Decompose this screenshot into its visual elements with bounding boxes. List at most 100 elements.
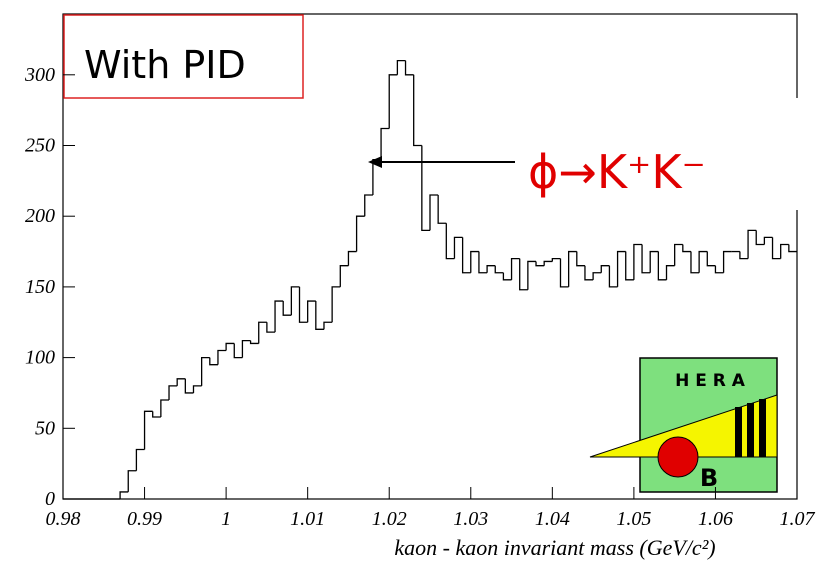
histogram-bin xyxy=(771,237,781,260)
x-tick-label: 1.04 xyxy=(535,508,570,530)
histogram-bin xyxy=(396,60,406,75)
histogram-bin xyxy=(755,230,765,246)
logo-bar xyxy=(759,399,766,457)
histogram-bin xyxy=(633,243,643,280)
x-tick-label: 1 xyxy=(221,508,231,530)
histogram-bin xyxy=(119,491,129,499)
histogram-bin xyxy=(421,145,430,231)
histogram-bin xyxy=(453,236,463,259)
histogram-bin xyxy=(600,265,610,273)
logo-circle xyxy=(657,436,699,478)
histogram-bin xyxy=(616,250,626,287)
histogram-bin xyxy=(486,265,496,273)
histogram-bin xyxy=(249,340,259,345)
histogram-bin xyxy=(233,343,243,359)
x-tick-label: 0.98 xyxy=(46,508,81,530)
histogram-bin xyxy=(388,74,398,129)
histogram-bin xyxy=(576,251,585,267)
logo: H E R A B xyxy=(589,357,778,493)
histogram-bin xyxy=(404,60,414,76)
histogram-bin xyxy=(258,321,267,344)
logo-bar xyxy=(747,403,754,457)
histogram-bin xyxy=(176,378,186,386)
histogram-bin xyxy=(298,286,308,323)
histogram-bin xyxy=(780,243,789,259)
histogram-bin xyxy=(380,127,390,160)
histogram-bin xyxy=(527,260,537,290)
y-tick-label: 0 xyxy=(45,488,55,510)
histogram-bin xyxy=(429,194,439,231)
histogram-bin xyxy=(747,229,757,259)
histogram-bin xyxy=(200,356,210,386)
y-tick-label: 200 xyxy=(25,205,55,227)
histogram-bin xyxy=(706,251,716,267)
histogram-bin xyxy=(584,265,594,281)
histogram-bin xyxy=(690,251,700,274)
y-tick-label: 250 xyxy=(25,135,55,157)
histogram-bin xyxy=(543,260,553,266)
x-tick-label: 1.01 xyxy=(290,508,325,530)
histogram-bin xyxy=(567,250,577,287)
histogram-bin xyxy=(608,265,618,288)
histogram-bin xyxy=(209,357,218,366)
histogram-bin xyxy=(445,223,455,260)
y-tick-label: 300 xyxy=(24,64,55,86)
histogram-bin xyxy=(698,250,708,273)
histogram-bin xyxy=(559,258,569,288)
histogram-bin xyxy=(315,301,324,330)
histogram-bin xyxy=(290,286,300,316)
histogram-bin xyxy=(625,251,634,281)
annotation: ϕ→K⁺K⁻ xyxy=(528,145,706,199)
histogram-bin xyxy=(127,470,137,492)
y-tick-label: 50 xyxy=(35,417,55,439)
histogram-bin xyxy=(241,339,251,358)
histogram-bin xyxy=(184,378,194,394)
histogram-bin xyxy=(437,194,447,224)
y-tick-label: 100 xyxy=(25,347,55,369)
histogram-bin xyxy=(510,257,520,280)
histogram-bin xyxy=(282,301,292,316)
logo-bottom-text: B xyxy=(700,464,718,492)
histogram-bin xyxy=(339,265,349,287)
histogram-bin xyxy=(592,272,602,280)
histogram-bin xyxy=(551,257,561,262)
plot-frame xyxy=(62,13,798,500)
histogram-bin xyxy=(665,265,675,280)
x-axis-label: kaon - kaon invariant mass (GeV/c²) xyxy=(394,535,715,560)
logo-top-text: H E R A xyxy=(675,371,746,391)
histogram-bin xyxy=(674,243,683,266)
histogram-bin xyxy=(470,250,479,273)
histogram-bin xyxy=(307,300,316,323)
histogram-bin xyxy=(649,250,659,273)
histogram-bin xyxy=(347,250,357,266)
x-tick-label: 1.05 xyxy=(616,508,651,530)
histogram-bin xyxy=(461,237,471,274)
histogram-bin xyxy=(502,272,512,281)
legend-box xyxy=(63,14,304,99)
histogram-bin xyxy=(641,244,651,274)
histogram-bin xyxy=(135,448,145,471)
histogram-bin xyxy=(143,410,153,450)
histogram-bin xyxy=(266,322,276,333)
histogram-bin xyxy=(478,251,488,274)
histogram-bin xyxy=(225,342,235,351)
histogram-bin xyxy=(739,251,749,260)
histogram-bin xyxy=(355,215,365,252)
histogram-bin xyxy=(657,251,667,281)
histogram-bin xyxy=(364,194,373,217)
histogram-bin xyxy=(413,74,422,147)
histogram-bin xyxy=(217,349,227,365)
histogram-bin xyxy=(152,411,161,418)
histogram-bin xyxy=(323,321,333,330)
histogram-bin xyxy=(494,265,504,274)
histogram-bin xyxy=(331,286,341,323)
arrow-head xyxy=(368,156,382,168)
legend-text: With PID xyxy=(84,43,246,87)
histogram-bin xyxy=(722,250,732,273)
histogram-bin xyxy=(168,385,178,401)
histogram-bin xyxy=(160,399,170,417)
x-tick-label: 0.99 xyxy=(127,508,162,530)
annotation-background xyxy=(520,98,820,210)
histogram-bin xyxy=(682,244,691,253)
